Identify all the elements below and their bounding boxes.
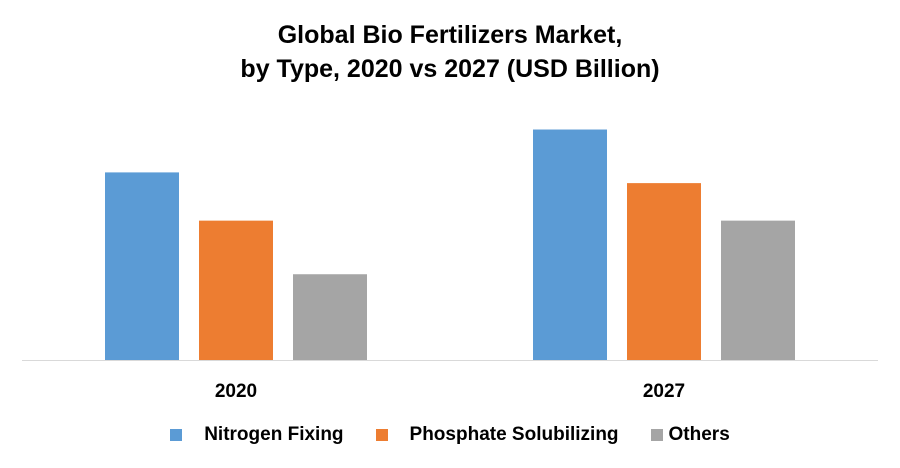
legend-swatch-nitrogen-fixing xyxy=(170,429,183,441)
chart-title-line-1: Global Bio Fertilizers Market, xyxy=(277,21,623,49)
legend-item-phosphate-solubilizing: Phosphate Solubilizing xyxy=(375,424,619,446)
bar-others-2020 xyxy=(293,274,367,360)
legend-label-phosphate-solubilizing: Phosphate Solubilizing xyxy=(409,424,619,445)
legend-swatch-others xyxy=(650,429,663,441)
bar-nitrogen-fixing-2020 xyxy=(105,172,179,360)
bar-others-2027 xyxy=(721,220,795,360)
chart-title-line-2: by Type, 2020 vs 2027 (USD Billion) xyxy=(240,55,660,83)
bar-phosphate-solubilizing-2027 xyxy=(627,183,701,360)
legend-item-others: Others xyxy=(650,424,730,446)
chart-title: Global Bio Fertilizers Market, by Type, … xyxy=(0,18,900,86)
x-tick-label-2020: 2020 xyxy=(215,381,257,402)
x-tick-label-2027: 2027 xyxy=(643,381,685,402)
legend: Nitrogen Fixing Phosphate Solubilizing O… xyxy=(0,424,900,446)
legend-swatch-phosphate-solubilizing xyxy=(375,429,388,441)
legend-item-nitrogen-fixing: Nitrogen Fixing xyxy=(170,424,344,446)
legend-label-nitrogen-fixing: Nitrogen Fixing xyxy=(204,424,344,445)
legend-label-others: Others xyxy=(668,424,730,445)
bar-nitrogen-fixing-2027 xyxy=(533,129,607,360)
bar-phosphate-solubilizing-2020 xyxy=(199,220,273,360)
